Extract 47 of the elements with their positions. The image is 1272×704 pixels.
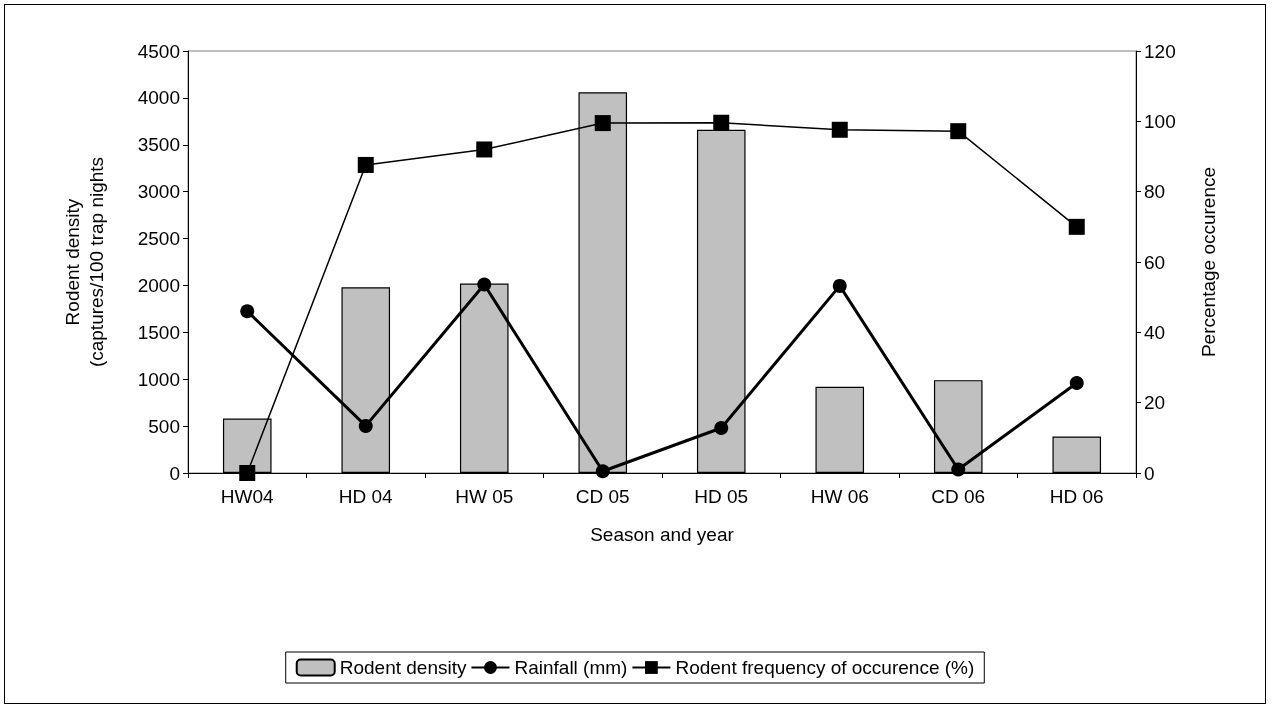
- y2-tick-label: 20: [1144, 392, 1166, 414]
- y-tick-label: 500: [148, 415, 180, 437]
- legend-label: Rodent density: [339, 657, 467, 678]
- point: [1068, 218, 1085, 235]
- point: [713, 114, 730, 131]
- point: [950, 123, 967, 140]
- legend-label: Rodent frequency of occurence (%): [675, 657, 975, 678]
- y-tick-label: 3000: [137, 181, 180, 203]
- y2-tick-label: 80: [1144, 181, 1166, 203]
- x-tick-label: CD 06: [931, 486, 986, 507]
- y-tick-label: 1500: [137, 321, 180, 343]
- y-tick-label: 4000: [137, 87, 180, 109]
- point: [477, 277, 492, 292]
- y-tick-label: 2500: [137, 228, 180, 250]
- y2-tick-label: 40: [1144, 321, 1166, 343]
- point: [240, 304, 255, 319]
- point: [714, 420, 729, 435]
- x-tick-label: HD 06: [1049, 486, 1104, 507]
- y2-tick-label: 60: [1144, 251, 1166, 273]
- y-tick-label: 2000: [137, 274, 180, 296]
- x-tick-label: HW 06: [810, 486, 869, 507]
- x-axis-title: Season and year: [590, 524, 735, 545]
- point: [1069, 375, 1084, 390]
- y-tick-label: 3500: [137, 134, 180, 156]
- x-tick-label: HW 05: [455, 486, 514, 507]
- point: [357, 156, 374, 173]
- point: [831, 121, 848, 138]
- y2-tick-label: 0: [1144, 462, 1155, 484]
- y2-tick-label: 100: [1144, 110, 1176, 132]
- x-tick-label: HD 04: [338, 486, 394, 507]
- point: [476, 141, 493, 158]
- y2-tick-label: 120: [1144, 40, 1176, 62]
- x-tick-label: HW04: [220, 486, 275, 507]
- point: [595, 464, 610, 479]
- point: [239, 465, 256, 481]
- y-tick-label: 4500: [137, 40, 180, 62]
- point: [951, 462, 966, 477]
- legend-label: Rainfall (mm): [514, 657, 628, 678]
- y-tick-label: 0: [169, 462, 180, 484]
- point: [594, 115, 611, 132]
- point: [358, 418, 373, 433]
- point: [832, 278, 847, 293]
- x-tick-label: HD 05: [694, 486, 749, 507]
- y-tick-label: 1000: [137, 368, 180, 390]
- y2-axis-title: Percentage occurence: [1197, 166, 1219, 358]
- y-axis-title: Rodent density (captures/100 trap nights: [61, 156, 107, 368]
- x-tick-label: CD 05: [575, 486, 630, 507]
